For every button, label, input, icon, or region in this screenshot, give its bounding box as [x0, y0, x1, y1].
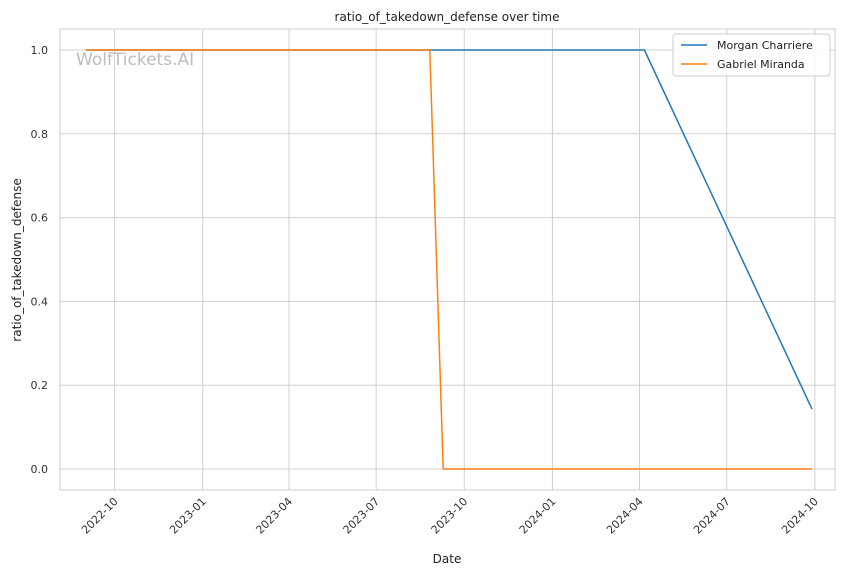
x-tick-label-2024-10: 2024-10 — [779, 495, 821, 537]
watermark: WolfTickets.AI — [76, 50, 194, 70]
y-tick-label-0.4: 0.4 — [31, 295, 49, 308]
y-tick-label-0.0: 0.0 — [31, 463, 49, 476]
x-tick-label-2023-01: 2023-01 — [167, 495, 209, 537]
legend-label-gabriel-miranda: Gabriel Miranda — [717, 58, 805, 71]
grid — [60, 29, 835, 490]
x-tick-labels: 2022-10 2023-01 2023-04 2023-07 2023-10 2024-… — [79, 495, 821, 537]
x-tick-label-2024-07: 2024-07 — [691, 495, 733, 537]
x-axis-title: Date — [433, 552, 462, 566]
y-tick-label-0.8: 0.8 — [31, 128, 49, 141]
chart-title: ratio_of_takedown_defense over time — [335, 10, 560, 24]
series-line-morgan-charriere — [85, 49, 813, 410]
x-tick-label-2022-10: 2022-10 — [79, 495, 121, 537]
y-tick-label-1.0: 1.0 — [31, 44, 49, 57]
y-axis-title: ratio_of_takedown_defense — [10, 178, 24, 341]
y-tick-labels: 0.0 0.2 0.4 0.6 0.8 1.0 — [31, 44, 49, 476]
x-tick-label-2024-01: 2024-01 — [517, 495, 559, 537]
y-tick-label-0.6: 0.6 — [31, 212, 49, 225]
legend: Morgan Charriere Gabriel Miranda — [672, 33, 831, 77]
y-tick-label-0.2: 0.2 — [31, 379, 49, 392]
x-tick-label-2024-04: 2024-04 — [604, 495, 646, 537]
legend-label-morgan-charriere: Morgan Charriere — [717, 39, 813, 52]
series-lines — [85, 49, 813, 470]
legend-box — [672, 33, 831, 77]
plot-frame — [59, 28, 836, 491]
x-tick-label-2023-04: 2023-04 — [253, 495, 295, 537]
x-tick-label-2023-07: 2023-07 — [341, 495, 383, 537]
x-tick-label-2023-10: 2023-10 — [429, 495, 471, 537]
series-line-gabriel-miranda — [85, 49, 812, 470]
